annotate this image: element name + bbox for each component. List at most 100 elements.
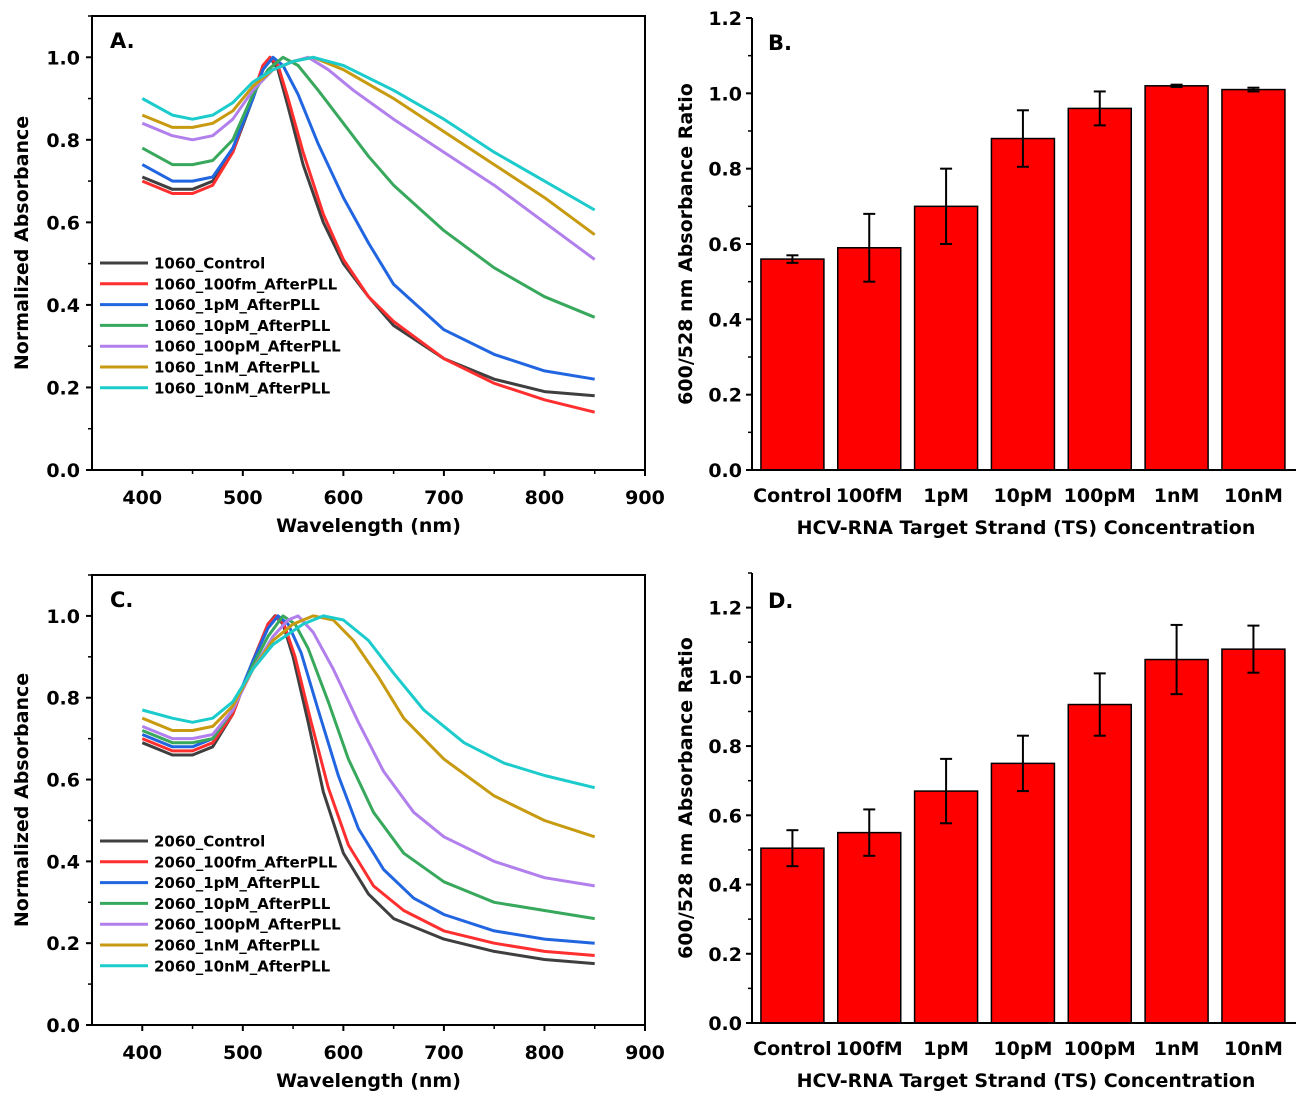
panel-label: B. — [768, 31, 792, 55]
y-tick-label: 0.2 — [708, 944, 742, 966]
category-label: 100fM — [836, 1038, 903, 1060]
x-tick-label: 600 — [324, 1042, 364, 1064]
bar — [760, 258, 825, 471]
x-tick-label: 500 — [223, 487, 263, 509]
category-label: 1nM — [1154, 1038, 1200, 1060]
bar — [990, 762, 1056, 1024]
category-label: 100pM — [1064, 485, 1136, 507]
legend-entry: 2060_100fm_AfterPLL — [154, 853, 338, 871]
x-tick-label: 700 — [424, 1042, 464, 1064]
y-tick-label: 0.0 — [708, 460, 742, 482]
line-chart-2: 400 500 600 700 800 900 0.0 0.2 0.4 0.6 0.8 1.0 Wave… — [11, 574, 665, 1092]
y-axis-label: Normalized Absorbance — [11, 116, 33, 370]
y-tick-label: 0.6 — [708, 805, 742, 827]
category-label: Control — [753, 1038, 832, 1060]
plot-frame — [91, 574, 646, 1026]
y-tick-label: 0.4 — [46, 295, 80, 317]
x-tick-label: 700 — [424, 487, 464, 509]
y-tick-label: 0.6 — [46, 770, 80, 792]
y-tick-label: 0.6 — [46, 212, 80, 234]
series-line-5 — [141, 614, 596, 839]
category-label: 10nM — [1224, 485, 1283, 507]
series-line-2 — [141, 55, 595, 381]
bar — [1144, 658, 1209, 1024]
x-tick-label: 800 — [525, 487, 565, 509]
category-label: Control — [753, 485, 832, 507]
category-label: 10pM — [993, 1038, 1052, 1060]
legend-entry: 2060_100pM_AfterPLL — [154, 916, 341, 934]
bar — [1067, 703, 1133, 1024]
series-line-3 — [141, 55, 596, 319]
y-tick-label: 1.0 — [708, 667, 742, 689]
category-label: 1nM — [1154, 485, 1200, 507]
y-tick-label: 0.4 — [46, 851, 80, 873]
legend-entry: 1060_10nM_AfterPLL — [154, 379, 331, 397]
category-label: 100pM — [1064, 1038, 1136, 1060]
x-axis-label: Wavelength (nm) — [276, 515, 461, 537]
y-tick-label: 0.8 — [46, 130, 80, 152]
series-line-0 — [141, 614, 595, 966]
legend-entry: 1060_100fm_AfterPLL — [154, 275, 338, 293]
x-axis-label: Wavelength (nm) — [276, 1070, 461, 1092]
y-tick-label: 1.2 — [708, 8, 742, 30]
bar — [1221, 648, 1286, 1024]
legend: 1060_Control 1060_100fm_AfterPLL 1060_1pM_… — [100, 255, 341, 397]
x-tick-label: 400 — [122, 1042, 162, 1064]
bar — [913, 790, 979, 1024]
y-axis-label: 600/528 nm Absorbance Ratio — [675, 637, 697, 959]
x-tick-label: 900 — [625, 1042, 665, 1064]
legend-entry: 2060_1nM_AfterPLL — [154, 937, 320, 955]
x-tick-label: 600 — [324, 487, 364, 509]
x-axis-label: HCV-RNA Target Strand (TS) Concentration — [797, 1070, 1256, 1092]
y-tick-label: 0.8 — [46, 688, 80, 710]
legend-entry: 1060_1nM_AfterPLL — [154, 359, 320, 377]
category-label: 100fM — [836, 485, 903, 507]
y-tick-label: 0.4 — [708, 309, 742, 331]
y-tick-label: 0.2 — [708, 385, 742, 407]
bar — [1067, 107, 1133, 471]
legend-entry: 1060_1pM_AfterPLL — [154, 296, 320, 314]
bar — [837, 247, 902, 471]
legend-entry: 1060_100pM_AfterPLL — [154, 338, 341, 356]
y-tick-label: 1.2 — [708, 598, 742, 620]
category-label: 1pM — [923, 1038, 969, 1060]
series-line-6 — [141, 55, 596, 212]
series-line-1 — [141, 614, 595, 957]
y-tick-label: 1.0 — [46, 47, 80, 69]
x-tick-label: 500 — [223, 1042, 263, 1064]
bar — [760, 847, 825, 1024]
legend: 2060_Control 2060_100fm_AfterPLL 2060_1pM_… — [100, 833, 341, 975]
panel-label: D. — [768, 589, 793, 613]
legend-entry: 2060_10pM_AfterPLL — [154, 895, 331, 913]
y-tick-label: 0.2 — [46, 933, 80, 955]
series-line-6 — [141, 614, 596, 790]
bar — [1221, 88, 1286, 471]
bar — [1144, 85, 1209, 471]
y-tick-label: 0.8 — [708, 736, 742, 758]
category-label: 1pM — [923, 485, 969, 507]
bar — [837, 831, 902, 1024]
y-tick-label: 0.6 — [708, 234, 742, 256]
y-tick-label: 0.0 — [46, 460, 80, 482]
x-axis-label: HCV-RNA Target Strand (TS) Concentration — [797, 517, 1256, 539]
category-label: 10nM — [1224, 1038, 1283, 1060]
panel-label: C. — [110, 588, 133, 612]
plot-frame — [91, 15, 646, 471]
x-tick-label: 900 — [625, 487, 665, 509]
x-tick-label: 800 — [525, 1042, 565, 1064]
category-label: 10pM — [993, 485, 1052, 507]
bar — [990, 137, 1056, 471]
legend-entry: 1060_Control — [154, 255, 265, 273]
legend-entry: 2060_Control — [154, 833, 265, 851]
panel-label: A. — [110, 29, 135, 53]
y-tick-label: 0.8 — [708, 159, 742, 181]
bar-chart-1: Control 100fM 1pM 10pM 100pM 1nM 10nM 0.0 0.2 0.4… — [675, 8, 1296, 539]
y-tick-label: 1.0 — [46, 606, 80, 628]
legend-entry: 2060_10nM_AfterPLL — [154, 957, 331, 975]
line-chart-0: 400 500 600 700 800 900 0.0 0.2 0.4 0.6 0.8 1.0 Wave… — [11, 15, 665, 537]
y-axis-label: Normalized Absorbance — [11, 673, 33, 927]
series-line-3 — [141, 614, 595, 921]
legend-entry: 1060_10pM_AfterPLL — [154, 317, 331, 335]
bar — [913, 205, 979, 471]
